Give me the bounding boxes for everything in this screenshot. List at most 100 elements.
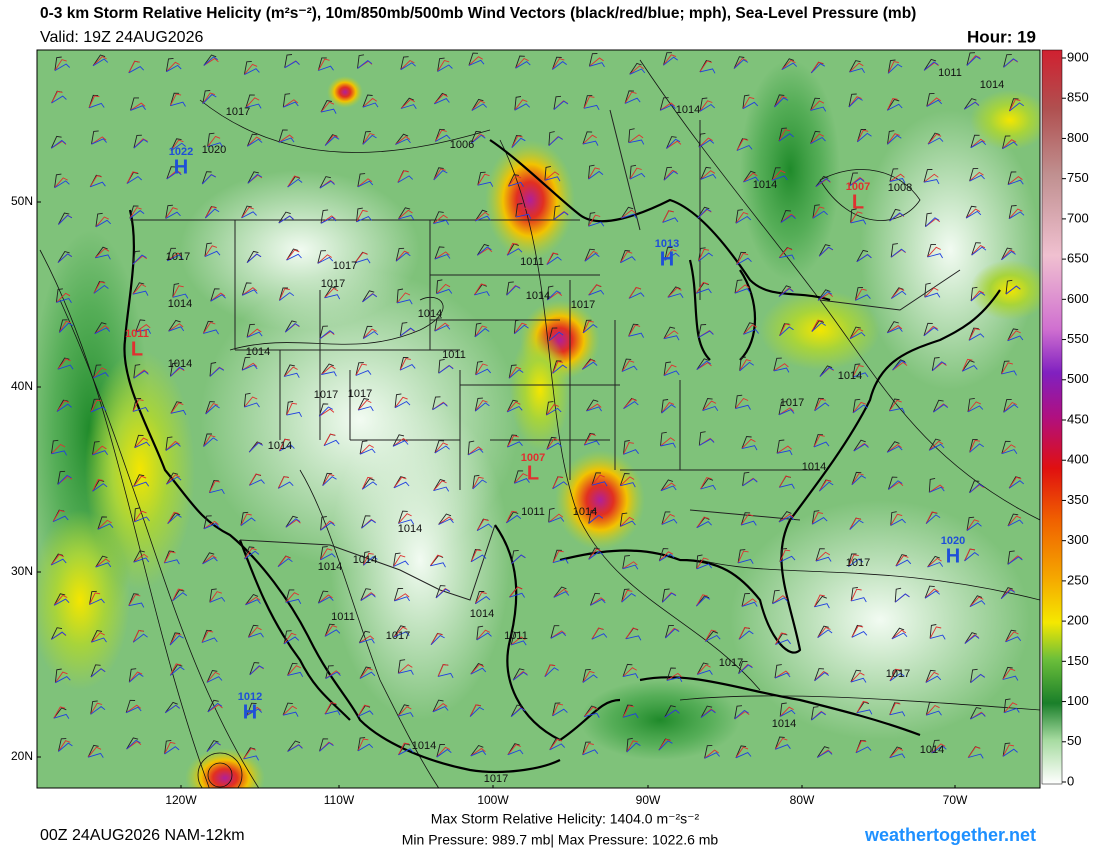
wind-barb	[318, 596, 334, 604]
wind-barb	[737, 550, 749, 564]
wind-barb	[392, 437, 408, 447]
wind-barb	[774, 672, 791, 679]
wind-barb	[433, 214, 448, 224]
wind-barb	[743, 172, 758, 183]
wind-barb	[584, 440, 600, 446]
wind-barb	[166, 61, 180, 73]
wind-barb	[621, 209, 636, 219]
wind-barb	[778, 288, 794, 297]
wind-barb	[285, 592, 300, 603]
wind-barb	[241, 206, 254, 219]
wind-barb	[170, 101, 186, 107]
credit[interactable]: weathertogether.net	[864, 825, 1036, 845]
wind-barb	[357, 178, 373, 188]
wind-barb	[925, 704, 940, 716]
wind-barb	[434, 251, 450, 260]
wind-barb	[779, 709, 796, 717]
wind-barb	[134, 434, 144, 448]
wind-barb	[474, 209, 488, 222]
wind-barb	[433, 170, 448, 181]
wind-barb	[317, 590, 329, 604]
wind-barb	[810, 136, 826, 144]
wind-barb	[851, 597, 867, 603]
wind-barb	[286, 248, 299, 261]
wind-barb	[854, 286, 864, 301]
wind-barb	[1007, 179, 1024, 186]
wind-barb	[207, 132, 215, 147]
wind-barb	[849, 517, 862, 530]
wind-barb	[851, 631, 868, 638]
center-value: 1022	[169, 146, 193, 158]
center-letter: L	[131, 338, 143, 360]
wind-barb	[817, 625, 829, 638]
wind-barb	[395, 247, 405, 262]
center-value: 1007	[846, 181, 870, 193]
wind-barb	[511, 554, 526, 565]
wind-barb	[202, 556, 218, 565]
wind-barb	[622, 673, 639, 679]
wind-barb	[508, 175, 522, 187]
wind-barb	[1007, 328, 1019, 341]
wind-barb	[324, 629, 341, 637]
wind-barb	[203, 54, 217, 66]
wind-barb	[814, 603, 830, 609]
wind-barb	[735, 745, 747, 758]
wind-barb	[778, 475, 791, 488]
wind-barb	[361, 476, 373, 490]
wind-barb	[433, 486, 450, 492]
wind-barb	[510, 707, 526, 717]
wind-barb	[395, 250, 410, 262]
wind-barb	[700, 170, 716, 180]
wind-barb	[470, 549, 482, 562]
isobar-label: 1011	[938, 67, 962, 79]
wind-barb	[743, 324, 758, 335]
wind-barb	[890, 248, 906, 258]
wind-barb	[432, 703, 448, 713]
wind-barb	[621, 365, 638, 372]
wind-barb	[738, 630, 754, 640]
wind-barb	[210, 292, 226, 302]
wind-barb	[779, 555, 796, 563]
isobar-label: 1014	[802, 461, 826, 473]
wind-barb	[661, 399, 669, 414]
wind-barb	[619, 516, 635, 527]
wind-barb	[704, 749, 719, 759]
wind-barb	[287, 178, 303, 188]
wind-barb	[969, 439, 980, 453]
wind-barb	[851, 471, 862, 485]
wind-barb	[507, 744, 521, 755]
wind-barb	[165, 207, 178, 219]
wind-barb	[700, 484, 717, 490]
wind-barb	[57, 364, 74, 370]
wind-barb	[928, 477, 936, 493]
wind-barb	[818, 246, 834, 257]
wind-barb	[320, 209, 329, 224]
wind-barb	[126, 176, 143, 184]
wind-barb	[400, 62, 416, 71]
wind-barb	[474, 328, 490, 338]
wind-barb	[552, 476, 564, 489]
wind-barb	[1005, 636, 1022, 643]
wind-barb	[476, 629, 491, 641]
wind-barb	[321, 371, 337, 377]
wind-barb	[663, 326, 676, 339]
colorbar	[1041, 49, 1063, 785]
wind-barb	[582, 320, 594, 334]
wind-barb	[550, 625, 560, 639]
wind-barb	[87, 746, 102, 758]
center-value: 1020	[941, 535, 965, 547]
wind-barb	[550, 630, 566, 639]
isobar-label: 1014	[573, 506, 597, 518]
wind-barb	[964, 101, 980, 110]
wind-barb	[591, 474, 605, 486]
wind-barb	[659, 553, 675, 562]
wind-barb	[810, 61, 824, 74]
wind-barb	[698, 248, 710, 262]
wind-barb	[583, 95, 593, 109]
wind-barb	[660, 102, 676, 111]
wind-barb	[58, 319, 68, 333]
center-letter: L	[852, 191, 864, 213]
wind-barb	[855, 294, 871, 301]
wind-barb	[629, 172, 646, 180]
